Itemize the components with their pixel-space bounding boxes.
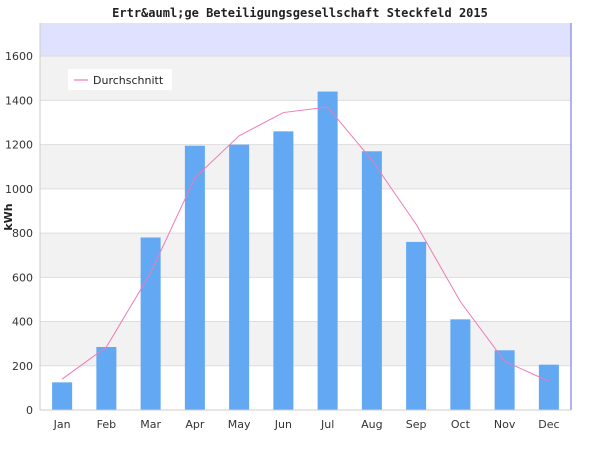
legend: Durchschnitt	[68, 69, 172, 90]
bar-sep	[406, 241, 427, 410]
y-tick-labels: 0 200 400 600 800 1000 1200 1400 1600	[5, 50, 33, 417]
average-line-series	[61, 106, 550, 382]
y-tick-label: 1600	[5, 50, 33, 63]
x-tick-label: Jan	[53, 418, 71, 431]
y-tick-label: 0	[26, 404, 33, 417]
x-tick-label: Apr	[185, 418, 205, 431]
x-tick-label: Dec	[538, 418, 559, 431]
bar-nov	[494, 350, 515, 410]
x-tick-labels: Jan Feb Mar Apr May Jun Jul Aug Sep Oct Nov Dec	[53, 418, 560, 431]
plot-band	[40, 321, 571, 366]
x-tick-label: Jun	[274, 418, 292, 431]
gridlines	[40, 55, 571, 367]
x-tick-label: Oct	[451, 418, 471, 431]
x-tick-label: Mar	[140, 418, 161, 431]
bar-mar	[140, 237, 161, 410]
bar-may	[229, 144, 250, 410]
bar-jul	[317, 91, 338, 410]
plot-band	[40, 144, 571, 189]
y-tick-label: 200	[12, 360, 33, 373]
bar-jun	[273, 131, 294, 411]
plot-band	[40, 233, 571, 278]
bar-apr	[184, 145, 205, 410]
y-tick-label: 800	[12, 227, 33, 240]
chart-title: Ertr&auml;ge Beteiligungsgesellschaft St…	[112, 6, 488, 20]
bar-oct	[450, 319, 471, 410]
y-tick-label: 1000	[5, 183, 33, 196]
durchschnitt-line	[61, 106, 550, 382]
axes	[39, 23, 572, 411]
x-tick-label: Jul	[320, 418, 334, 431]
x-tick-label: Feb	[97, 418, 116, 431]
y-tick-label: 600	[12, 271, 33, 284]
y-tick-label: 400	[12, 316, 33, 329]
plot-band-top	[40, 23, 571, 57]
x-tick-label: May	[228, 418, 251, 431]
y-axis-label: kWh	[2, 203, 15, 230]
legend-box	[68, 69, 172, 90]
x-tick-label: Nov	[494, 418, 516, 431]
legend-label-durchschnitt: Durchschnitt	[93, 74, 164, 87]
bar-dec	[538, 364, 559, 410]
x-tick-label: Aug	[361, 418, 382, 431]
y-tick-label: 1200	[5, 139, 33, 152]
bar-feb	[96, 346, 117, 410]
y-tick-label: 1400	[5, 94, 33, 107]
x-tick-label: Sep	[406, 418, 427, 431]
bar-series	[52, 91, 559, 411]
bar-aug	[361, 151, 382, 410]
bar-jan	[52, 382, 73, 410]
